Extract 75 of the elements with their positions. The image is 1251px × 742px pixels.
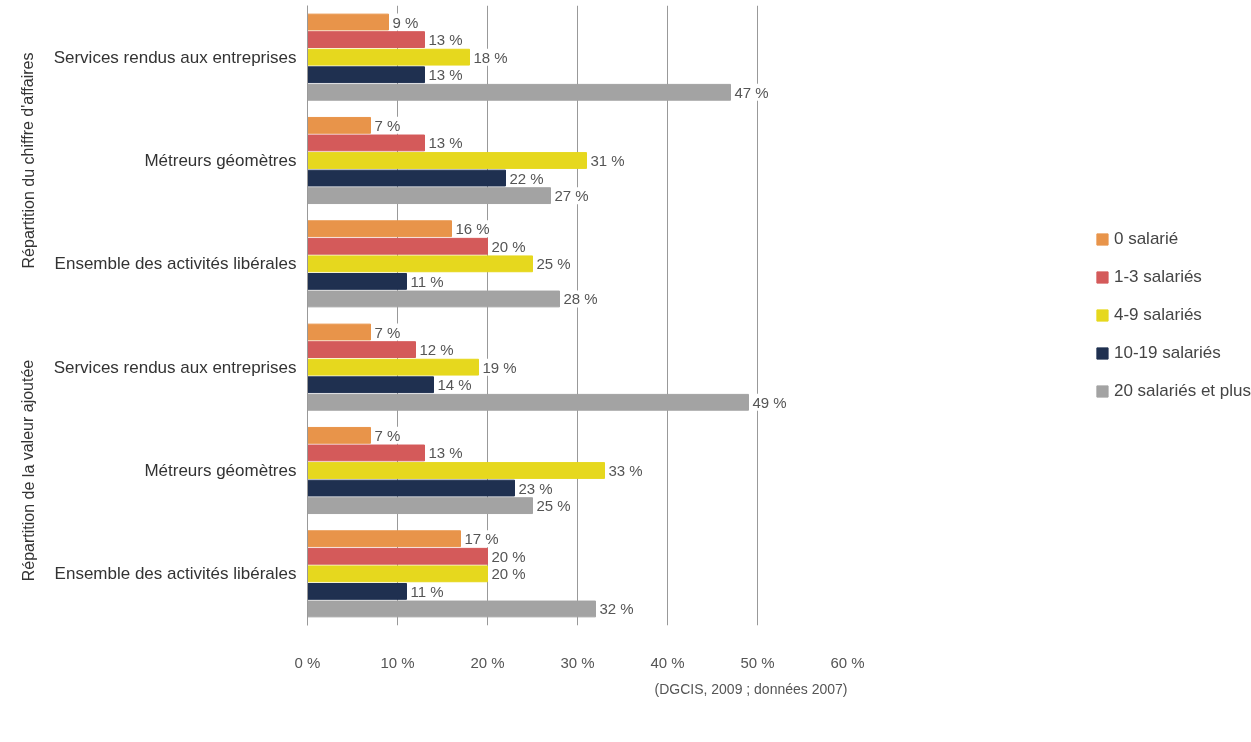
bar (307, 444, 425, 462)
bar (307, 272, 407, 290)
bar (307, 134, 425, 152)
y-tick-label: Services rendus aux entreprises (53, 47, 297, 67)
bar (307, 426, 371, 444)
bar (307, 48, 470, 66)
y-tick-label: Ensemble des activités libérales (54, 564, 297, 584)
bar (307, 565, 488, 583)
x-tick-label: 30 % (560, 653, 595, 671)
text: Répartition du chiffre d'affaires (19, 52, 37, 269)
data-label: 17 % (464, 530, 499, 548)
data-label: 31 % (590, 152, 625, 169)
data-label: 20 % (491, 237, 526, 255)
bar (307, 530, 461, 548)
bar (307, 255, 533, 273)
data-label: 20 % (491, 565, 526, 583)
bar (307, 376, 434, 394)
x-tick-label: 0 % (294, 653, 321, 671)
data-label: 19 % (482, 358, 517, 376)
data-label: 18 % (473, 48, 508, 66)
legend-label: 0 salarié (1113, 229, 1179, 249)
x-tick-label: 50 % (740, 653, 775, 671)
data-label: 32 % (599, 600, 634, 618)
bar (307, 169, 506, 187)
bar (307, 582, 407, 600)
data-label: 23 % (518, 479, 553, 497)
data-label: 33 % (608, 462, 643, 479)
y-tick-label: Services rendus aux entreprises (53, 357, 297, 377)
bar (307, 31, 425, 48)
data-label: 7 % (374, 426, 401, 444)
bar (307, 341, 416, 359)
data-label: 13 % (428, 134, 463, 152)
data-label: 20 % (491, 547, 526, 565)
data-label: 16 % (455, 220, 490, 238)
data-label: 11 % (410, 582, 444, 600)
y-tick-label: Métreurs géomètres (144, 151, 297, 170)
data-label: 9 % (392, 13, 419, 31)
data-label: 13 % (428, 444, 463, 462)
legend-label: 4-9 salariés (1113, 305, 1202, 325)
data-label: 13 % (428, 66, 463, 84)
y-tick-label: Ensemble des activités libérales (54, 254, 297, 274)
bar (307, 237, 488, 255)
bar (307, 547, 488, 565)
bar (307, 152, 587, 169)
data-label: 27 % (554, 187, 589, 205)
x-tick-label: 10 % (380, 653, 415, 671)
legend-label: 20 salariés et plus (1113, 381, 1251, 401)
bar (307, 479, 515, 497)
data-label: 13 % (428, 31, 463, 49)
x-tick-label: 20 % (470, 653, 505, 671)
data-label: 25 % (536, 255, 571, 273)
bar (307, 358, 479, 376)
bar (307, 13, 389, 31)
x-tick-label: 60 % (830, 653, 865, 671)
data-label: 25 % (536, 497, 571, 515)
data-label: 11 % (410, 272, 444, 290)
bar (307, 116, 371, 134)
legend-label: 10-19 salariés (1113, 343, 1221, 363)
data-label: 7 % (374, 116, 401, 134)
bar (307, 462, 605, 479)
x-tick-label: 40 % (650, 653, 685, 671)
text: (DGCIS, 2009 ; données 2007) (654, 680, 848, 697)
data-label: 12 % (419, 341, 454, 359)
data-label: 47 % (734, 83, 769, 101)
legend-label: 1-3 salariés (1113, 267, 1202, 287)
bar (307, 66, 425, 84)
data-label: 22 % (509, 169, 544, 187)
data-label: 49 % (752, 393, 787, 411)
data-label: 28 % (563, 290, 598, 308)
data-label: 7 % (374, 323, 401, 341)
y-tick-label: Métreurs géomètres (144, 461, 297, 480)
bar (307, 323, 371, 341)
bar (307, 220, 452, 238)
data-label: 14 % (437, 376, 472, 394)
text: Répartition de la valeur ajoutée (19, 359, 37, 582)
